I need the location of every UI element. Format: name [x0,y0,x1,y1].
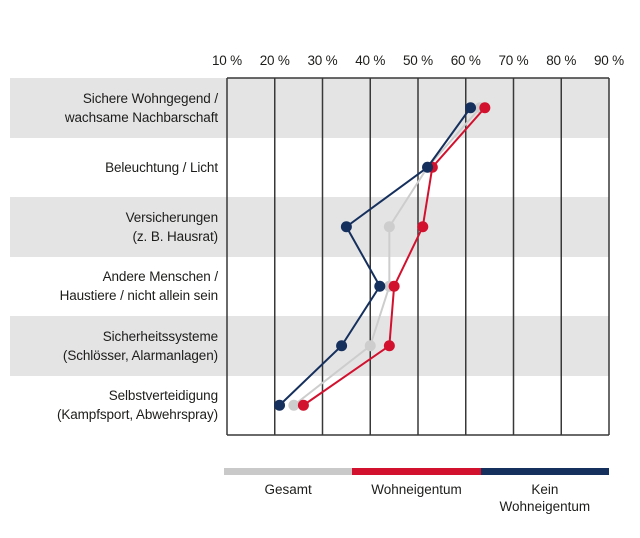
legend-label: Kein Wohneigentum [499,482,591,514]
x-axis-tick-label: 40 % [355,53,386,68]
category-label-line: Selbstverteidigung [108,388,218,404]
category-label-line: Sichere Wohngegend / [82,90,218,106]
data-point-kein-wohneigentum [465,102,477,114]
category-label-line: Haustiere / nicht allein sein [59,288,219,304]
x-axis-tick-label: 20 % [259,53,290,68]
row-band [10,316,609,376]
x-axis-tick-label: 10 % [212,53,242,68]
data-point-wohneigentum [417,221,429,233]
data-point-wohneigentum [297,399,309,411]
data-point-kein-wohneigentum [374,280,386,292]
legend-swatch [480,468,609,475]
category-label: Sicherheitssysteme (Schlösser, Alarmanlag… [10,316,218,376]
series-line-kein-wohneigentum [278,107,472,406]
category-label-line: (Kampfsport, Abwehrspray) [56,407,218,423]
category-label-line: (Schlösser, Alarmanlagen) [62,347,218,363]
category-label-line: Versicherungen [125,209,219,225]
legend-label: Wohneigentum [371,482,462,497]
data-point-wohneigentum [479,102,491,114]
row-band [10,137,609,197]
data-point-gesamt [364,340,376,352]
data-point-gesamt [383,221,395,233]
category-label: Selbstverteidigung (Kampfsport, Abwehrspr… [10,376,218,436]
category-label: Andere Menschen / Haustiere / nicht allei… [10,257,219,317]
legend-swatch [224,468,353,475]
category-label-line: Beleuchtung / Licht [105,159,218,175]
category-label-line: Sicherheitssysteme [102,328,218,344]
series-line-wohneigentum [302,107,486,407]
category-label: Sichere Wohngegend / wachsame Nachbarscha… [10,78,218,138]
row-band [10,78,609,138]
data-point-kein-wohneigentum [340,221,352,233]
x-axis-tick-label: 70 % [498,53,529,68]
series-line-gesamt [293,107,481,407]
category-label: Versicherungen (z. B. Hausrat) [10,197,219,257]
data-point-kein-wohneigentum [422,161,434,173]
row-band [10,197,609,257]
row-band [10,375,609,435]
x-axis-tick-label: 30 % [307,53,338,68]
legend-swatch [352,468,481,475]
x-axis-tick-label: 60 % [450,53,481,68]
x-axis-tick-label: 80 % [546,53,577,68]
category-label: Beleuchtung / Licht [10,138,218,198]
data-point-gesamt [288,399,300,411]
category-label-line: (z. B. Hausrat) [132,228,218,244]
data-point-wohneigentum [388,280,400,292]
legend-label: Gesamt [264,482,312,497]
data-point-kein-wohneigentum [274,399,286,411]
category-label-line: wachsame Nachbarschaft [64,109,218,125]
x-axis-tick-label: 50 % [403,53,433,68]
x-axis-tick-label: 90 % [594,53,624,68]
category-label-line: Andere Menschen / [102,269,218,285]
data-point-kein-wohneigentum [336,340,348,352]
row-band [10,256,609,316]
data-point-wohneigentum [383,340,395,352]
